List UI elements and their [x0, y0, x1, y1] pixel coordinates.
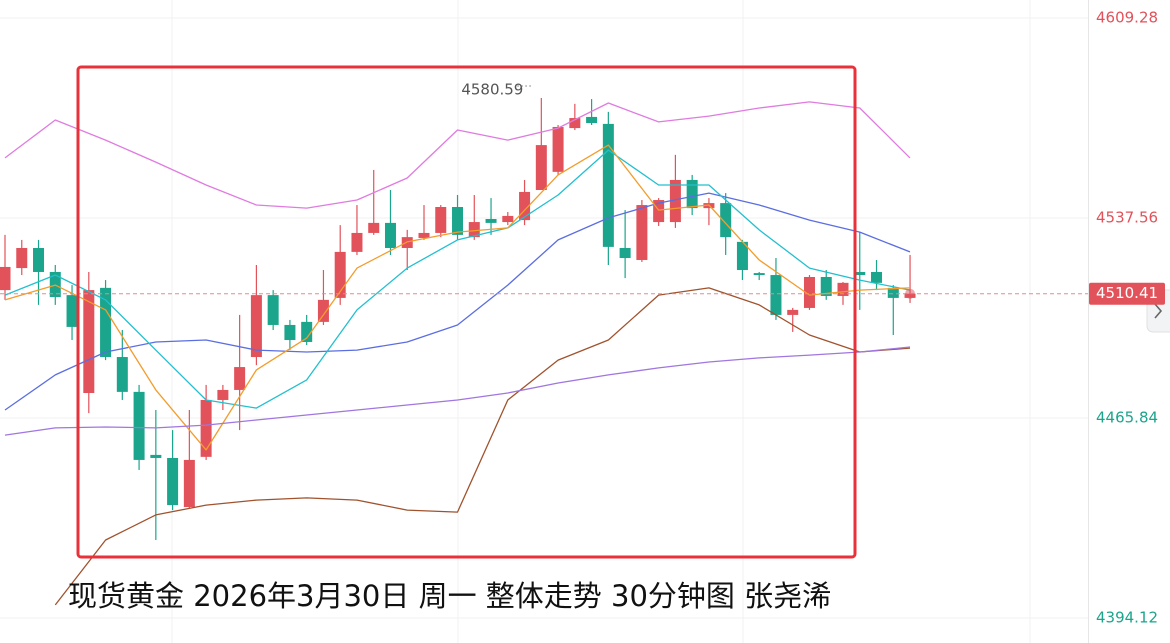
- highlight-box: [76, 65, 857, 559]
- y-tick-label: 4465.84: [1096, 408, 1158, 426]
- indicator-line: [4, 149, 911, 409]
- candle-body: [887, 287, 899, 298]
- candle-body: [351, 232, 363, 252]
- candle-body: [16, 247, 28, 269]
- candle-body: [753, 273, 765, 276]
- candle-body: [854, 271, 866, 276]
- candle-body: [586, 116, 598, 124]
- y-tick-label: 4394.12: [1096, 608, 1158, 626]
- candle-body: [871, 271, 883, 283]
- candle-body: [803, 276, 815, 308]
- candle-body: [183, 459, 195, 508]
- candle-body: [669, 179, 681, 223]
- y-tick-label: 4537.56: [1096, 208, 1158, 226]
- candle-body: [569, 118, 581, 129]
- candle-body: [535, 145, 547, 190]
- indicator-line: [4, 346, 911, 436]
- candle-body: [100, 287, 112, 358]
- candle-body: [686, 179, 698, 209]
- scroll-arrow-icon[interactable]: [1154, 303, 1163, 319]
- candle-body: [167, 457, 179, 506]
- candle-body: [636, 205, 648, 260]
- high-annotation: 4580.59: [461, 80, 523, 98]
- candle-body: [619, 247, 631, 259]
- candle-body: [250, 295, 262, 358]
- candle-body: [301, 321, 313, 342]
- candle-body: [284, 324, 296, 341]
- candle-body: [502, 215, 514, 223]
- y-tick-label: 4609.28: [1096, 8, 1158, 26]
- candle-body: [0, 266, 11, 291]
- candle-body: [133, 391, 145, 460]
- indicator-line: [54, 287, 911, 606]
- last-price-tag: [1089, 282, 1165, 305]
- candle-body: [837, 282, 849, 296]
- candle-body: [217, 389, 229, 400]
- candle-body: [468, 222, 480, 238]
- candle-body: [418, 232, 430, 238]
- candle-body: [820, 276, 832, 296]
- plot-area: 4580.59: [0, 17, 1088, 619]
- candle-body: [720, 203, 732, 238]
- chart-title: 现货黄金 2026年3月30日 周一 整体走势 30分钟图 张尧浠: [68, 579, 831, 613]
- candle-body: [83, 290, 95, 394]
- indicator-line: [4, 144, 911, 451]
- candle-body: [736, 241, 748, 271]
- candle-body: [435, 206, 447, 233]
- candle-body: [602, 123, 614, 247]
- candle-body: [368, 222, 380, 233]
- candle-body: [267, 295, 279, 325]
- candle-body: [384, 222, 396, 248]
- candle-body: [234, 367, 246, 390]
- last-price-label: 4510.41: [1096, 284, 1158, 302]
- candle-body: [116, 357, 128, 392]
- candle-body: [317, 299, 329, 322]
- candle-body: [653, 200, 665, 223]
- candle-body: [519, 191, 531, 221]
- last-price-dot: [905, 288, 916, 299]
- candle-body: [770, 275, 782, 315]
- candle-body: [200, 399, 212, 457]
- candle-body: [334, 251, 346, 298]
- candle-body: [66, 295, 78, 327]
- candle-body: [33, 247, 45, 272]
- vertical-grid: [171, 0, 1031, 643]
- candle-body: [485, 218, 497, 223]
- candle-body: [150, 454, 162, 458]
- indicator-line: [4, 192, 911, 411]
- candle-body: [787, 309, 799, 315]
- indicator-line: [4, 101, 911, 209]
- candle-body: [452, 206, 464, 235]
- candle-body: [552, 126, 564, 172]
